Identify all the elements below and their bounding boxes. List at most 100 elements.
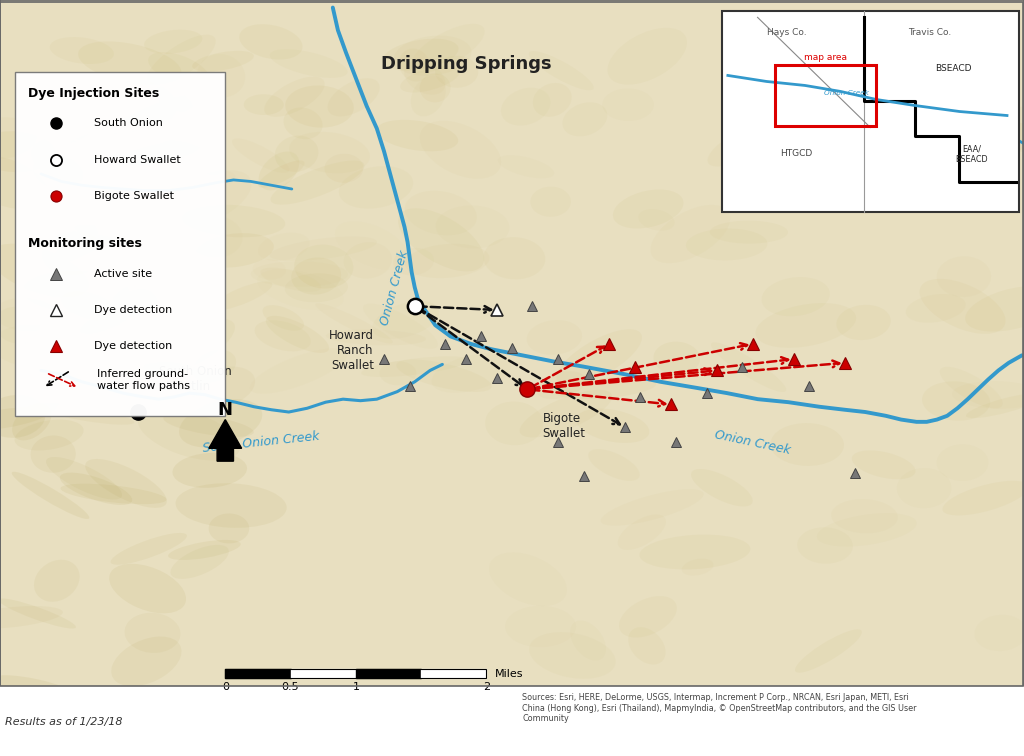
Text: BSEACD: BSEACD — [935, 64, 972, 73]
Ellipse shape — [289, 132, 370, 173]
Ellipse shape — [259, 151, 299, 191]
Text: Onion Creek: Onion Creek — [714, 428, 792, 457]
Ellipse shape — [519, 390, 612, 438]
Ellipse shape — [291, 258, 341, 295]
Text: Sources: Esri, HERE, DeLorme, USGS, Intermap, Increment P Corp., NRCAN, Esri Jap: Sources: Esri, HERE, DeLorme, USGS, Inte… — [522, 693, 916, 723]
Ellipse shape — [852, 451, 915, 479]
Ellipse shape — [393, 248, 434, 275]
Ellipse shape — [0, 307, 40, 344]
Ellipse shape — [31, 435, 76, 472]
Ellipse shape — [57, 311, 150, 336]
Ellipse shape — [837, 305, 891, 340]
Ellipse shape — [398, 209, 484, 271]
Ellipse shape — [240, 24, 302, 60]
Ellipse shape — [91, 236, 135, 254]
Bar — [722, 11, 1019, 212]
Ellipse shape — [361, 356, 469, 377]
Ellipse shape — [74, 225, 154, 246]
Ellipse shape — [60, 484, 167, 504]
Ellipse shape — [711, 342, 786, 392]
Ellipse shape — [260, 268, 322, 292]
Ellipse shape — [638, 209, 675, 231]
Text: HTGCD: HTGCD — [780, 149, 812, 157]
Ellipse shape — [639, 534, 751, 569]
Text: Onion Creek: Onion Creek — [824, 91, 869, 97]
Ellipse shape — [0, 243, 89, 298]
Ellipse shape — [12, 403, 51, 440]
Ellipse shape — [47, 110, 95, 143]
Ellipse shape — [650, 205, 730, 263]
Ellipse shape — [344, 242, 392, 278]
Ellipse shape — [270, 160, 365, 205]
Ellipse shape — [144, 29, 203, 54]
Ellipse shape — [529, 632, 615, 679]
Ellipse shape — [179, 399, 262, 448]
Text: Howard Swallet: Howard Swallet — [94, 154, 181, 165]
Bar — [225, 669, 486, 678]
Ellipse shape — [617, 514, 666, 550]
Ellipse shape — [0, 132, 55, 172]
Ellipse shape — [171, 545, 228, 579]
Ellipse shape — [46, 457, 122, 500]
Ellipse shape — [326, 330, 426, 345]
Text: Dye detection: Dye detection — [94, 341, 172, 352]
Text: Bigote Swallet: Bigote Swallet — [94, 191, 174, 201]
Ellipse shape — [399, 48, 430, 82]
Ellipse shape — [435, 206, 509, 249]
Ellipse shape — [266, 316, 329, 353]
Ellipse shape — [613, 190, 683, 228]
Ellipse shape — [209, 513, 249, 544]
Ellipse shape — [0, 156, 48, 209]
Ellipse shape — [339, 166, 414, 209]
Ellipse shape — [620, 596, 677, 637]
Ellipse shape — [770, 423, 844, 466]
Ellipse shape — [607, 28, 687, 85]
Text: Miles: Miles — [495, 668, 523, 679]
Bar — [0, 686, 1024, 756]
Ellipse shape — [435, 56, 478, 88]
Ellipse shape — [141, 258, 186, 271]
Ellipse shape — [0, 606, 62, 629]
Ellipse shape — [11, 472, 89, 519]
Ellipse shape — [382, 39, 459, 70]
Ellipse shape — [270, 49, 347, 78]
Ellipse shape — [682, 559, 714, 575]
Text: 0.5: 0.5 — [282, 682, 299, 692]
Ellipse shape — [81, 299, 148, 333]
Text: South Onion: South Onion — [94, 118, 163, 129]
Ellipse shape — [937, 256, 991, 297]
Ellipse shape — [31, 138, 101, 181]
FancyArrow shape — [209, 420, 242, 461]
Ellipse shape — [396, 360, 492, 392]
Ellipse shape — [629, 627, 666, 665]
Text: Dye detection: Dye detection — [94, 305, 172, 315]
Ellipse shape — [797, 527, 853, 564]
Text: N: N — [218, 401, 232, 419]
Ellipse shape — [601, 489, 703, 525]
Ellipse shape — [172, 453, 247, 488]
Ellipse shape — [691, 469, 753, 507]
Ellipse shape — [213, 281, 272, 310]
Ellipse shape — [420, 73, 451, 102]
Ellipse shape — [831, 499, 898, 534]
Ellipse shape — [989, 107, 1024, 152]
Ellipse shape — [532, 83, 571, 117]
Ellipse shape — [404, 191, 477, 235]
Ellipse shape — [33, 154, 84, 190]
Ellipse shape — [749, 133, 797, 169]
Ellipse shape — [393, 36, 471, 76]
Text: Hays Co.: Hays Co. — [767, 29, 807, 37]
Ellipse shape — [232, 138, 289, 173]
Ellipse shape — [528, 51, 594, 90]
Ellipse shape — [0, 675, 77, 700]
Ellipse shape — [148, 52, 209, 86]
Ellipse shape — [262, 305, 304, 330]
Ellipse shape — [78, 42, 181, 85]
Ellipse shape — [294, 245, 353, 289]
Ellipse shape — [530, 187, 571, 217]
Ellipse shape — [420, 121, 501, 178]
Text: Travis Co.: Travis Co. — [908, 29, 951, 37]
Ellipse shape — [138, 407, 240, 460]
Ellipse shape — [144, 319, 234, 376]
Ellipse shape — [577, 408, 649, 443]
